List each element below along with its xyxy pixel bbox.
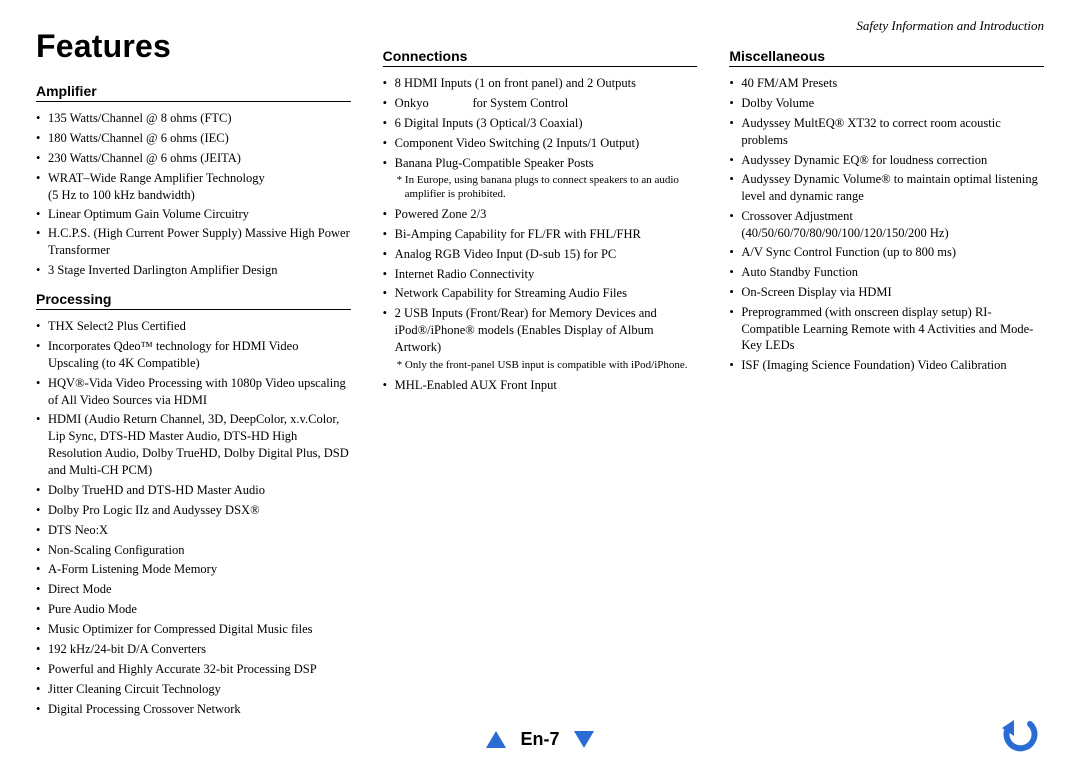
list-item: 40 FM/AM Presets <box>729 75 1044 92</box>
list-item: Jitter Cleaning Circuit Technology <box>36 681 351 698</box>
list-item: 180 Watts/Channel @ 6 ohms (IEC) <box>36 130 351 147</box>
column-layout: Features Amplifier 135 Watts/Channel @ 8… <box>36 28 1044 720</box>
list-item: WRAT–Wide Range Amplifier Technology <box>36 170 351 187</box>
list-item: 2 USB Inputs (Front/Rear) for Memory Dev… <box>383 305 698 356</box>
list-item: Banana Plug-Compatible Speaker Posts <box>383 155 698 172</box>
list-item: Music Optimizer for Compressed Digital M… <box>36 621 351 638</box>
section-heading-amplifier: Amplifier <box>36 83 351 102</box>
list-item: Audyssey Dynamic EQ® for loudness correc… <box>729 152 1044 169</box>
list-item: Crossover Adjustment <box>729 208 1044 225</box>
next-page-icon[interactable] <box>574 731 594 748</box>
section-heading-misc: Miscellaneous <box>729 48 1044 67</box>
page-body: Features Amplifier 135 Watts/Channel @ 8… <box>0 0 1080 720</box>
list-item: Auto Standby Function <box>729 264 1044 281</box>
list-item: Dolby Pro Logic IIz and Audyssey DSX® <box>36 502 351 519</box>
list-item: Preprogrammed (with onscreen display set… <box>729 304 1044 355</box>
back-icon[interactable] <box>998 718 1038 754</box>
misc-list-cont: A/V Sync Control Function (up to 800 ms)… <box>729 244 1044 374</box>
list-item: Dolby Volume <box>729 95 1044 112</box>
list-item: Powered Zone 2/3 <box>383 206 698 223</box>
list-item: Internet Radio Connectivity <box>383 266 698 283</box>
footnote: Only the front-panel USB input is compat… <box>383 359 698 373</box>
list-item: 135 Watts/Channel @ 8 ohms (FTC) <box>36 110 351 127</box>
list-item: Bi-Amping Capability for FL/FR with FHL/… <box>383 226 698 243</box>
section-heading-processing: Processing <box>36 291 351 310</box>
list-item: Analog RGB Video Input (D-sub 15) for PC <box>383 246 698 263</box>
list-item: MHL-Enabled AUX Front Input <box>383 377 698 394</box>
list-item: Audyssey Dynamic Volume® to maintain opt… <box>729 171 1044 205</box>
list-item: DTS Neo:X <box>36 522 351 539</box>
list-item: Network Capability for Streaming Audio F… <box>383 285 698 302</box>
column-1: Features Amplifier 135 Watts/Channel @ 8… <box>36 28 351 720</box>
connections-list-cont2: MHL-Enabled AUX Front Input <box>383 377 698 394</box>
list-item: Powerful and Highly Accurate 32-bit Proc… <box>36 661 351 678</box>
list-item: 8 HDMI Inputs (1 on front panel) and 2 O… <box>383 75 698 92</box>
section-heading-connections: Connections <box>383 48 698 67</box>
list-item: ISF (Imaging Science Foundation) Video C… <box>729 357 1044 374</box>
list-item: 192 kHz/24-bit D/A Converters <box>36 641 351 658</box>
misc-list: 40 FM/AM Presets Dolby Volume Audyssey M… <box>729 75 1044 225</box>
list-item: A-Form Listening Mode Memory <box>36 561 351 578</box>
list-item: Component Video Switching (2 Inputs/1 Ou… <box>383 135 698 152</box>
amplifier-list: 135 Watts/Channel @ 8 ohms (FTC) 180 Wat… <box>36 110 351 187</box>
list-item: A/V Sync Control Function (up to 800 ms) <box>729 244 1044 261</box>
column-2: Connections 8 HDMI Inputs (1 on front pa… <box>383 28 698 720</box>
column-3: Miscellaneous 40 FM/AM Presets Dolby Vol… <box>729 28 1044 720</box>
list-item: 6 Digital Inputs (3 Optical/3 Coaxial) <box>383 115 698 132</box>
list-item: Direct Mode <box>36 581 351 598</box>
list-item: HDMI (Audio Return Channel, 3D, DeepColo… <box>36 411 351 479</box>
list-item: Linear Optimum Gain Volume Circuitry <box>36 206 351 223</box>
connections-list: 8 HDMI Inputs (1 on front panel) and 2 O… <box>383 75 698 171</box>
list-item: Incorporates Qdeo™ technology for HDMI V… <box>36 338 351 372</box>
list-item: Audyssey MultEQ® XT32 to correct room ac… <box>729 115 1044 149</box>
list-item: Non-Scaling Configuration <box>36 542 351 559</box>
list-item: 3 Stage Inverted Darlington Amplifier De… <box>36 262 351 279</box>
amplifier-list-cont: Linear Optimum Gain Volume Circuitry H.C… <box>36 206 351 280</box>
connections-list-cont: Powered Zone 2/3 Bi-Amping Capability fo… <box>383 206 698 356</box>
list-item: Dolby TrueHD and DTS-HD Master Audio <box>36 482 351 499</box>
list-item: HQV®-Vida Video Processing with 1080p Vi… <box>36 375 351 409</box>
sub-line: (5 Hz to 100 kHz bandwidth) <box>36 188 351 203</box>
chapter-header: Safety Information and Introduction <box>856 18 1044 34</box>
list-item: Onkyo for System Control <box>383 95 698 112</box>
list-item: H.C.P.S. (High Current Power Supply) Mas… <box>36 225 351 259</box>
list-item: On-Screen Display via HDMI <box>729 284 1044 301</box>
list-item: THX Select2 Plus Certified <box>36 318 351 335</box>
page-title: Features <box>36 28 351 65</box>
page-number: En-7 <box>520 729 559 750</box>
list-item: Pure Audio Mode <box>36 601 351 618</box>
processing-list: THX Select2 Plus Certified Incorporates … <box>36 318 351 717</box>
footnote: In Europe, using banana plugs to connect… <box>383 174 698 202</box>
prev-page-icon[interactable] <box>486 731 506 748</box>
sub-line: (40/50/60/70/80/90/100/120/150/200 Hz) <box>729 226 1044 241</box>
list-item: 230 Watts/Channel @ 6 ohms (JEITA) <box>36 150 351 167</box>
list-item: Digital Processing Crossover Network <box>36 701 351 718</box>
page-footer: En-7 <box>0 729 1080 750</box>
